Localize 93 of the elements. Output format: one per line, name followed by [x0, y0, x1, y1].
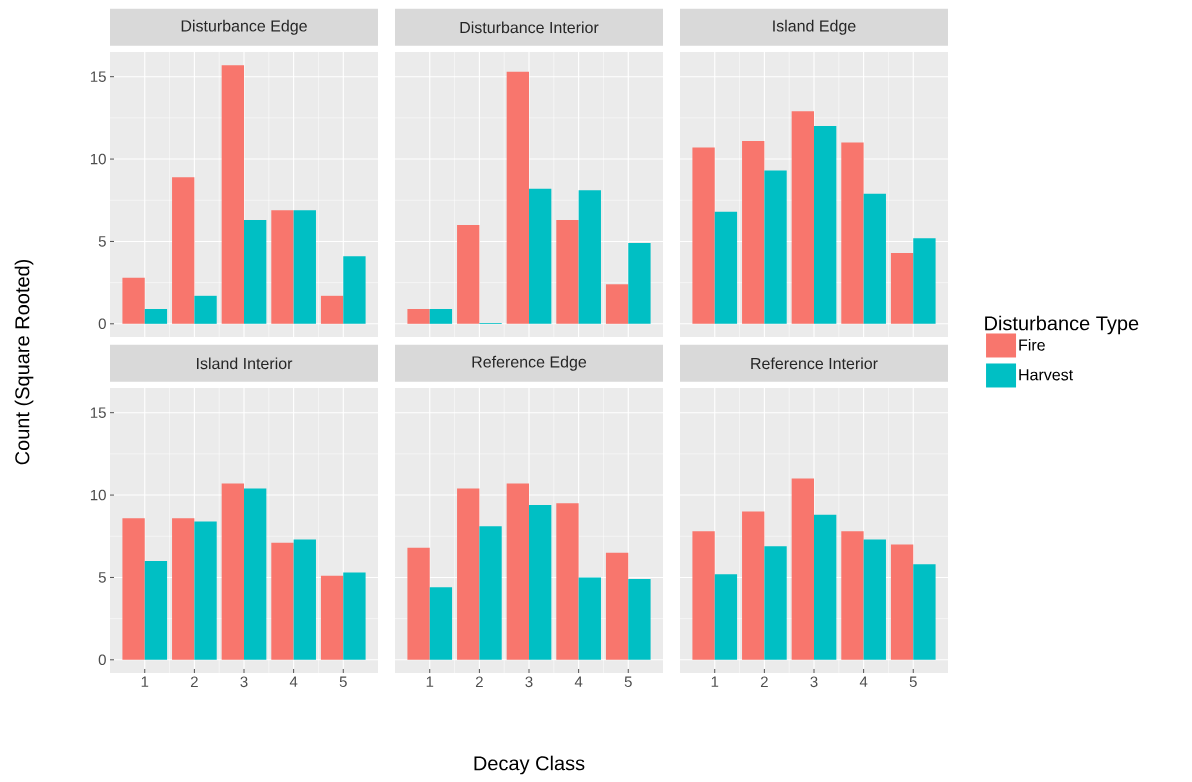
bar — [320, 295, 344, 324]
x-tick-label: 4 — [574, 676, 583, 687]
bar — [479, 526, 502, 660]
bar — [221, 65, 245, 324]
bar — [244, 488, 267, 660]
bar — [194, 521, 217, 660]
x-axis-title: Decay Class — [474, 755, 585, 775]
bar — [628, 243, 651, 324]
x-tick-label: 1 — [141, 676, 149, 687]
x-tick-label: 4 — [859, 676, 868, 687]
bar — [271, 542, 294, 660]
bar — [578, 577, 601, 660]
x-tick-label: 3 — [240, 676, 248, 688]
bar — [271, 210, 294, 324]
bar — [714, 211, 738, 324]
y-tick-label: 5 — [98, 572, 106, 583]
chart-title: Disturbance Interior — [460, 21, 599, 34]
x-tick-label: 1 — [711, 676, 719, 687]
bar — [890, 544, 914, 660]
bar — [172, 177, 195, 324]
bar — [863, 539, 886, 660]
bar — [791, 478, 814, 660]
bar — [506, 483, 529, 660]
chart-title: Disturbance Edge — [181, 19, 307, 35]
bar — [605, 284, 629, 324]
bar — [556, 220, 579, 324]
bar — [814, 126, 837, 324]
bar — [221, 483, 245, 660]
bar — [913, 238, 936, 324]
bar — [890, 252, 914, 324]
x-tick-label: 2 — [760, 676, 768, 687]
y-tick-label: 0 — [98, 318, 106, 330]
x-tick-label: 1 — [426, 676, 434, 687]
y-tick-label: 5 — [98, 236, 106, 247]
x-tick-label: 5 — [339, 676, 347, 687]
bar — [457, 488, 480, 660]
bar — [841, 531, 864, 660]
y-tick-label: 15 — [90, 407, 106, 418]
bar — [293, 539, 316, 660]
bar — [529, 188, 552, 324]
bar — [714, 574, 738, 660]
legend-label: Harvest — [1019, 369, 1074, 381]
bar — [343, 572, 366, 660]
bar — [913, 564, 936, 660]
x-tick-label: 3 — [810, 676, 818, 688]
bar — [506, 71, 529, 324]
legend-title: Disturbance Type — [985, 315, 1139, 335]
bar — [144, 560, 168, 660]
bar — [529, 504, 552, 660]
bar — [457, 224, 480, 324]
legend-label: Fire — [1019, 338, 1045, 351]
x-tick-label: 2 — [190, 676, 198, 687]
bar — [144, 308, 168, 324]
y-tick-label: 15 — [90, 71, 106, 82]
bar — [429, 587, 453, 660]
bar — [194, 295, 217, 324]
bar — [841, 142, 864, 324]
bar — [791, 111, 814, 324]
bar — [244, 220, 267, 324]
x-tick-label: 5 — [624, 676, 632, 687]
bar — [122, 518, 145, 660]
y-tick-label: 10 — [90, 489, 106, 501]
bar — [628, 579, 651, 660]
bar — [293, 210, 316, 324]
x-tick-label: 3 — [525, 676, 533, 688]
chart-title: Reference Interior — [751, 357, 878, 370]
x-tick-label: 5 — [909, 676, 917, 687]
bar — [692, 531, 715, 660]
chart-title: Island Edge — [773, 19, 856, 35]
y-tick-label: 0 — [98, 654, 106, 666]
bar — [320, 575, 344, 660]
bar — [605, 552, 629, 660]
bar — [122, 277, 145, 324]
bar — [742, 140, 765, 324]
bar — [692, 147, 715, 324]
bar — [343, 256, 366, 324]
bar — [814, 514, 837, 660]
bar — [578, 190, 601, 324]
bar — [407, 547, 430, 660]
bar — [429, 308, 453, 324]
bar — [742, 511, 765, 660]
bar — [863, 193, 886, 324]
x-tick-label: 4 — [289, 676, 298, 687]
bar — [556, 503, 579, 660]
bar — [407, 308, 430, 324]
y-tick-label: 10 — [90, 153, 106, 165]
chart-title: Island Interior — [197, 357, 293, 370]
chart-title: Reference Edge — [472, 355, 587, 371]
x-tick-label: 2 — [475, 676, 483, 687]
bar — [764, 170, 787, 324]
y-axis-title: Count (Square Rooted) — [14, 259, 34, 465]
bar — [764, 546, 787, 660]
bar — [172, 518, 195, 660]
